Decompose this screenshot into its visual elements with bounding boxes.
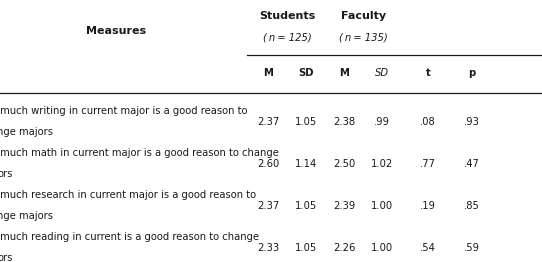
Text: SD: SD	[299, 68, 314, 78]
Text: 2.39: 2.39	[333, 201, 356, 211]
Text: nge majors: nge majors	[0, 211, 53, 221]
Text: 1.14: 1.14	[295, 159, 318, 169]
Text: ors: ors	[0, 253, 12, 262]
Text: .47: .47	[463, 159, 480, 169]
Text: 2.50: 2.50	[333, 159, 356, 169]
Text: Faculty: Faculty	[340, 11, 386, 21]
Text: 2.37: 2.37	[257, 117, 280, 127]
Text: 2.37: 2.37	[257, 201, 280, 211]
Text: 1.00: 1.00	[371, 201, 393, 211]
Text: nge majors: nge majors	[0, 127, 53, 137]
Text: 1.05: 1.05	[295, 243, 318, 253]
Text: ors: ors	[0, 169, 12, 179]
Text: much writing in current major is a good reason to: much writing in current major is a good …	[0, 106, 248, 116]
Text: much math in current major is a good reason to change: much math in current major is a good rea…	[0, 148, 279, 158]
Text: 1.00: 1.00	[371, 243, 393, 253]
Text: 1.05: 1.05	[295, 117, 318, 127]
Text: M: M	[339, 68, 349, 78]
Text: 2.60: 2.60	[257, 159, 280, 169]
Text: SD: SD	[375, 68, 389, 78]
Text: much research in current major is a good reason to: much research in current major is a good…	[0, 190, 256, 200]
Text: p: p	[468, 68, 475, 78]
Text: .59: .59	[463, 243, 480, 253]
Text: 1.05: 1.05	[295, 201, 318, 211]
Text: .08: .08	[420, 117, 436, 127]
Text: Students: Students	[259, 11, 315, 21]
Text: ( n = 135): ( n = 135)	[339, 33, 388, 43]
Text: .85: .85	[463, 201, 480, 211]
Text: t: t	[426, 68, 430, 78]
Text: 2.33: 2.33	[257, 243, 279, 253]
Text: much reading in current is a good reason to change: much reading in current is a good reason…	[0, 232, 260, 242]
Text: 2.26: 2.26	[333, 243, 356, 253]
Text: .77: .77	[420, 159, 436, 169]
Text: Measures: Measures	[87, 26, 146, 36]
Text: M: M	[263, 68, 273, 78]
Text: .99: .99	[374, 117, 390, 127]
Text: .93: .93	[463, 117, 480, 127]
Text: 2.38: 2.38	[333, 117, 355, 127]
Text: ( n = 125): ( n = 125)	[263, 33, 312, 43]
Text: .54: .54	[420, 243, 436, 253]
Text: .19: .19	[420, 201, 436, 211]
Text: 1.02: 1.02	[371, 159, 393, 169]
